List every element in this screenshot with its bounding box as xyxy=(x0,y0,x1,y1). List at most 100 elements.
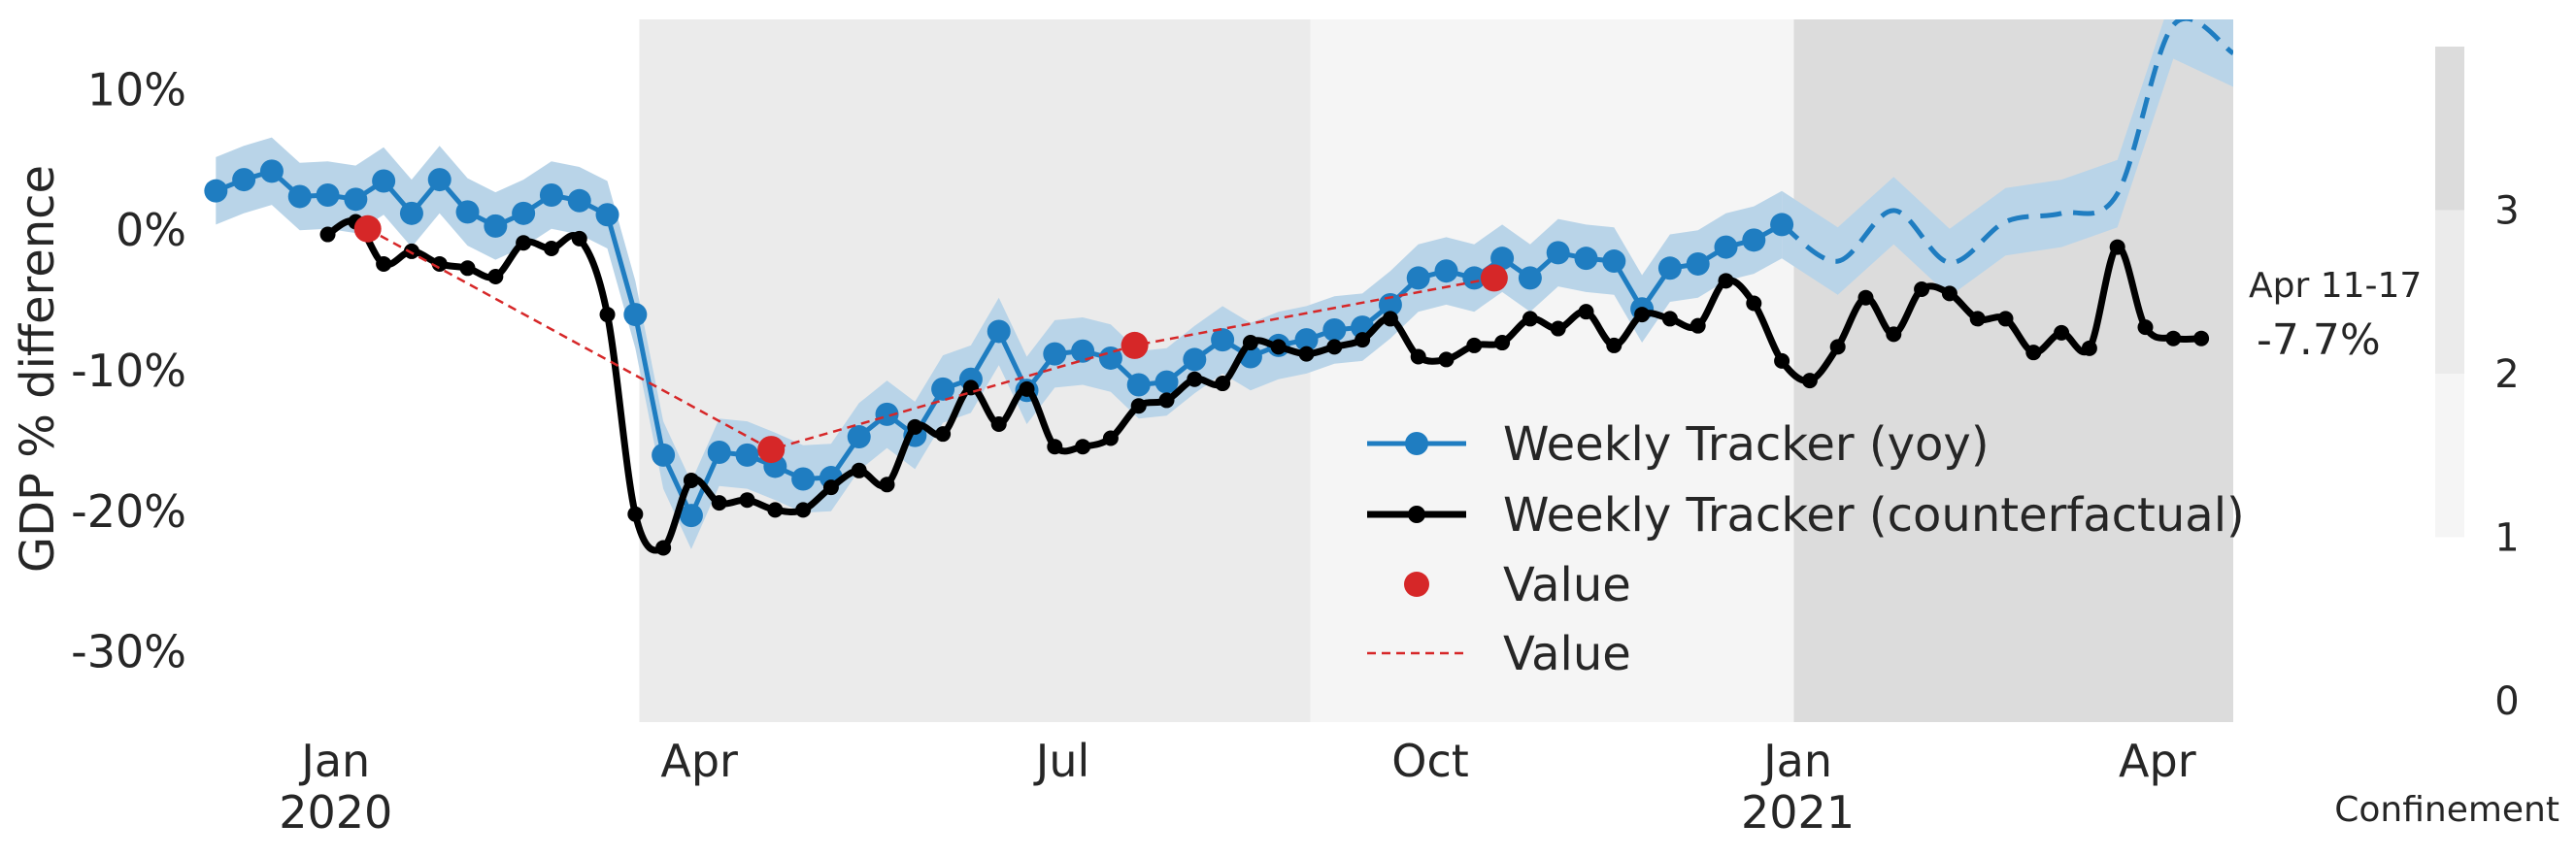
x-tick-label: Oct xyxy=(1391,735,1469,787)
counterfactual-point xyxy=(1550,320,1566,337)
counterfactual-point xyxy=(1661,311,1678,327)
counterfactual-point xyxy=(739,492,755,509)
counterfactual-point xyxy=(1355,332,1371,348)
counterfactual-point xyxy=(2081,340,2097,356)
yoy-point xyxy=(1154,370,1179,394)
y-tick-label: 10% xyxy=(87,63,186,115)
y-tick-label: -30% xyxy=(71,626,186,678)
counterfactual-point xyxy=(516,235,532,251)
annotation-value: -7.7% xyxy=(2257,315,2381,365)
yoy-point xyxy=(679,504,703,528)
counterfactual-point xyxy=(2193,330,2210,346)
yoy-point xyxy=(652,443,676,467)
yoy-point xyxy=(931,377,955,401)
legend-label-value-line: Value xyxy=(1503,627,1631,681)
y-tick-label: -20% xyxy=(71,485,186,538)
yoy-point xyxy=(287,184,312,209)
legend-label-counterfactual: Weekly Tracker (counterfactual) xyxy=(1503,488,2245,543)
counterfactual-point xyxy=(1466,337,1483,353)
yoy-point xyxy=(1546,241,1570,265)
counterfactual-point xyxy=(822,479,839,496)
value-point xyxy=(1121,331,1149,359)
x-tick-label: Apr xyxy=(660,735,738,787)
annotation-date: Apr 11-17 xyxy=(2249,266,2422,306)
counterfactual-point xyxy=(1801,373,1818,389)
legend-marker-counterfactual xyxy=(1408,506,1425,523)
counterfactual-point xyxy=(627,506,644,522)
x-tick-year-label: 2021 xyxy=(1741,786,1855,839)
counterfactual-point xyxy=(376,255,392,272)
counterfactual-point xyxy=(1997,311,2014,327)
counterfactual-point xyxy=(403,243,419,259)
x-tick-label: Jan xyxy=(1760,735,1832,787)
colorbar-label: Confinement xyxy=(2334,790,2559,830)
yoy-points xyxy=(204,159,1794,528)
yoy-point xyxy=(1378,292,1402,316)
yoy-point xyxy=(567,188,591,213)
counterfactual-point xyxy=(1047,439,1063,455)
counterfactual-point xyxy=(1158,392,1175,409)
counterfactual-point xyxy=(459,260,476,277)
x-tick-label: Jul xyxy=(1033,735,1090,787)
counterfactual-point xyxy=(1886,326,1902,343)
yoy-point xyxy=(1462,266,1487,290)
yoy-point xyxy=(1518,266,1542,290)
counterfactual-point xyxy=(1578,304,1594,320)
counterfactual-point xyxy=(1075,439,1091,455)
y-tick-label: 0% xyxy=(116,204,186,256)
colorbar-segment-0 xyxy=(2435,374,2464,538)
counterfactual-point xyxy=(767,502,784,518)
counterfactual-point xyxy=(431,255,448,272)
yoy-point xyxy=(427,168,452,192)
counterfactual-point xyxy=(1746,295,1762,312)
yoy-point xyxy=(1322,318,1347,343)
counterfactual-point xyxy=(907,418,923,435)
yoy-point xyxy=(1071,339,1095,363)
yoy-point xyxy=(1098,346,1122,370)
yoy-point xyxy=(232,168,256,192)
yoy-point xyxy=(1183,347,1207,372)
yoy-point xyxy=(1043,342,1067,366)
counterfactual-point xyxy=(1829,339,1846,355)
colorbar-segment-1 xyxy=(2435,210,2464,374)
counterfactual-point xyxy=(1857,289,1874,306)
colorbar-tick-label: 0 xyxy=(2494,679,2519,724)
colorbar-segment-2 xyxy=(2435,47,2464,211)
colorbar-tick-label: 1 xyxy=(2494,516,2519,561)
counterfactual-point xyxy=(1914,281,1930,298)
value-dashed-line xyxy=(367,227,1495,451)
counterfactual-point xyxy=(1270,339,1287,355)
counterfactual-point xyxy=(543,241,559,257)
counterfactual-point xyxy=(851,462,867,478)
yoy-point xyxy=(1574,247,1598,271)
counterfactual-point xyxy=(711,495,727,511)
yoy-point xyxy=(1211,328,1235,352)
x-tick-label: Jan xyxy=(298,735,370,787)
counterfactual-point xyxy=(1382,311,1398,327)
counterfactual-point xyxy=(1606,337,1623,353)
legend-label-value-points: Value xyxy=(1503,558,1631,612)
counterfactual-point xyxy=(1215,376,1231,392)
legend-marker-yoy xyxy=(1405,432,1428,455)
y-tick-label: -10% xyxy=(71,345,186,397)
counterfactual-points xyxy=(319,214,2210,556)
forecast-line xyxy=(1780,19,2233,265)
yoy-point xyxy=(399,201,423,225)
counterfactual-point xyxy=(935,426,952,443)
counterfactual-point xyxy=(1019,380,1035,397)
counterfactual-point xyxy=(683,472,699,488)
counterfactual-point xyxy=(1774,352,1790,369)
counterfactual-point xyxy=(1102,430,1119,446)
yoy-point xyxy=(259,159,284,183)
yoy-point xyxy=(1657,256,1682,280)
yoy-point xyxy=(1770,213,1794,237)
yoy-point xyxy=(1602,249,1626,274)
counterfactual-point xyxy=(2025,345,2042,361)
x-tick-label: Apr xyxy=(2119,735,2196,787)
yoy-point xyxy=(1406,266,1430,290)
x-tick-year-label: 2020 xyxy=(279,786,392,839)
counterfactual-point xyxy=(1410,348,1426,365)
colorbar-tick-label: 3 xyxy=(2494,189,2519,234)
counterfactual-point xyxy=(655,540,672,556)
